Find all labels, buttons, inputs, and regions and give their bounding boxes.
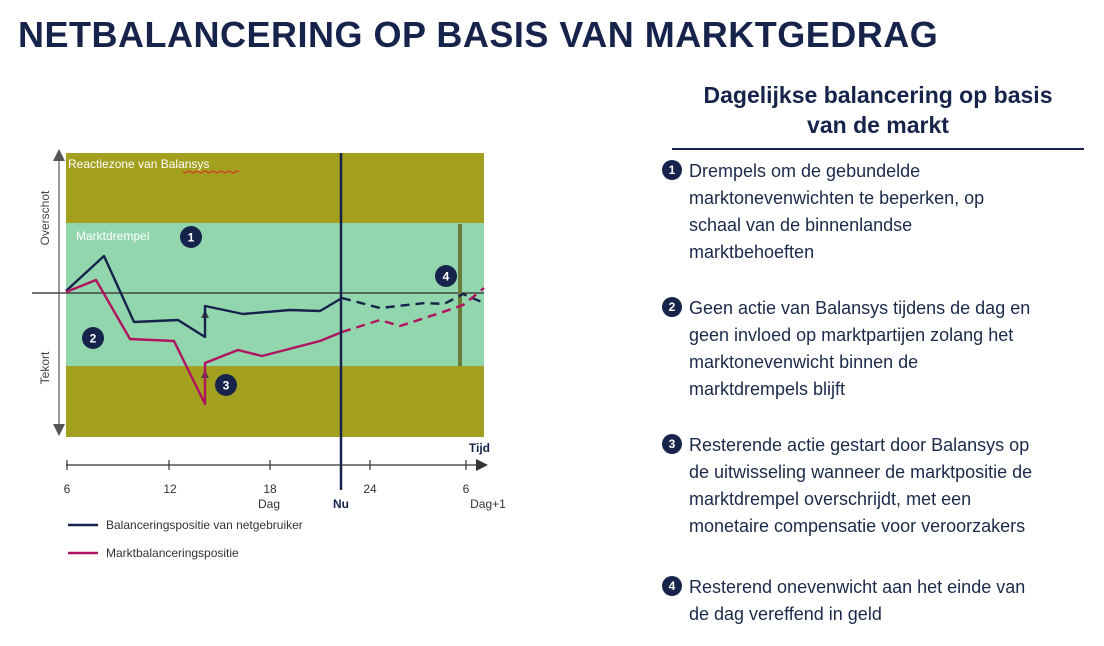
reaction-zone-bottom xyxy=(66,366,484,437)
note-2-badge: 2 xyxy=(662,297,682,317)
marker-2-number: 2 xyxy=(90,332,97,346)
threshold-label: Marktdrempel xyxy=(76,229,149,243)
note-1-badge: 1 xyxy=(662,160,682,180)
market-position-forecast xyxy=(341,287,485,334)
note-line: Resterende actie gestart door Balansys o… xyxy=(689,435,1030,455)
now-label: Nu xyxy=(333,497,349,511)
tick-label-24: 24 xyxy=(363,482,377,496)
note-1-text: Drempels om de gebundelde marktonevenwic… xyxy=(689,158,984,266)
note-line: de dag vereffend in geld xyxy=(689,604,882,624)
note-line: marktbehoeften xyxy=(689,242,815,262)
note-line: marktdrempel overschrijdt, met een xyxy=(689,489,972,509)
note-line: Resterend onevenwicht aan het einde van xyxy=(689,577,1026,597)
page-title: NETBALANCERING OP BASIS VAN MARKTGEDRAG xyxy=(18,14,939,55)
note-line: monetaire compensatie voor veroorzakers xyxy=(689,516,1026,536)
market-position-line xyxy=(65,278,343,406)
market-balancing-diagram: Overschot Tekort Reactiezone van Balansy… xyxy=(32,149,506,560)
note-line: marktonevenwichten te beperken, op xyxy=(689,188,985,208)
tick-label-6: 6 xyxy=(64,482,71,496)
y-axis-arrow-up xyxy=(53,149,65,161)
reaction-zone-label: Reactiezone van Balansys xyxy=(68,157,209,171)
marker-1-number: 1 xyxy=(188,231,195,245)
x-axis-arrow xyxy=(476,459,488,471)
note-line: schaal van de binnenlandse xyxy=(689,215,913,235)
next-day-label: Dag+1 xyxy=(470,497,506,511)
user-position-line xyxy=(65,254,343,339)
note-1: 1 Drempels om de gebundelde marktonevenw… xyxy=(662,158,1092,266)
note-4-badge: 4 xyxy=(662,576,682,596)
tick-label-18: 18 xyxy=(263,482,277,496)
legend-user-label: Balanceringspositie van netgebruiker xyxy=(106,518,303,532)
spellcheck-underline xyxy=(182,170,240,174)
threshold-band xyxy=(66,223,484,366)
marker-2: 2 xyxy=(82,327,104,349)
marker-4-number: 4 xyxy=(443,270,450,284)
y-axis-arrow-down xyxy=(53,424,65,436)
y-axis-bottom-label: Tekort xyxy=(38,351,52,384)
note-4-text: Resterend onevenwicht aan het einde van … xyxy=(689,574,1025,628)
day-label: Dag xyxy=(258,497,280,511)
marker-3-number: 3 xyxy=(223,379,230,393)
note-4: 4 Resterend onevenwicht aan het einde va… xyxy=(662,574,1092,628)
note-line: Geen actie van Balansys tijdens de dag e… xyxy=(689,298,1031,318)
note-line: Drempels om de gebundelde xyxy=(689,161,921,181)
note-line: marktdrempels blijft xyxy=(689,379,846,399)
note-2: 2 Geen actie van Balansys tijdens de dag… xyxy=(662,295,1092,403)
right-panel-heading: Dagelijkse balancering op basis van de m… xyxy=(672,80,1084,150)
user-position-forecast xyxy=(341,292,485,310)
marker-3: 3 xyxy=(215,374,237,396)
y-axis-top-label: Overschot xyxy=(38,190,52,245)
note-line: marktonevenwicht binnen de xyxy=(689,352,919,372)
note-3: 3 Resterende actie gestart door Balansys… xyxy=(662,432,1092,540)
marker-1: 1 xyxy=(180,226,202,248)
reaction-zone-top xyxy=(66,153,484,223)
note-3-text: Resterende actie gestart door Balansys o… xyxy=(689,432,1032,540)
note-3-badge: 3 xyxy=(662,434,682,454)
heading-line-2: van de markt xyxy=(807,112,949,138)
note-line: geen invloed op marktpartijen zolang het xyxy=(689,325,1014,345)
note-2-text: Geen actie van Balansys tijdens de dag e… xyxy=(689,295,1030,403)
x-ticks xyxy=(66,460,467,470)
marker-4: 4 xyxy=(435,265,457,287)
tick-label-6-next: 6 xyxy=(463,482,470,496)
legend-market-label: Marktbalanceringspositie xyxy=(106,546,239,560)
heading-line-1: Dagelijkse balancering op basis xyxy=(703,82,1053,108)
note-line: de uitwisseling wanneer de marktpositie … xyxy=(689,462,1033,482)
x-axis-label: Tijd xyxy=(469,441,490,455)
tick-label-12: 12 xyxy=(163,482,177,496)
